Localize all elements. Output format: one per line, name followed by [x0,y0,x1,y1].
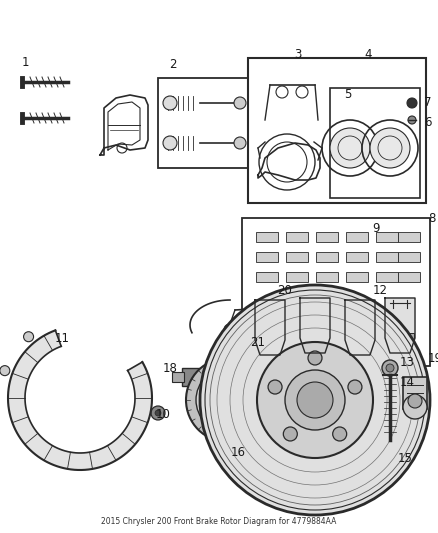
Bar [316,232,338,242]
Polygon shape [300,298,330,353]
Circle shape [407,98,417,108]
Bar [286,272,308,282]
Text: 14: 14 [399,376,414,389]
Text: 11: 11 [54,332,70,344]
Bar [346,272,368,282]
Bar [182,368,210,386]
Circle shape [333,427,347,441]
Circle shape [382,360,398,376]
Text: 19: 19 [427,351,438,365]
Circle shape [348,380,362,394]
Circle shape [330,128,370,168]
Circle shape [408,116,416,124]
Bar [256,335,284,353]
Circle shape [206,378,250,422]
Circle shape [231,419,240,427]
Bar [398,252,420,262]
Polygon shape [8,330,152,470]
Circle shape [408,394,422,408]
Polygon shape [385,298,415,353]
Bar [376,232,398,242]
Text: 9: 9 [372,222,380,235]
Bar [316,272,338,282]
Circle shape [231,373,240,381]
Bar [386,333,414,351]
Bar [398,272,420,282]
Text: 8: 8 [428,212,436,224]
Text: 10: 10 [155,408,170,422]
Circle shape [196,368,260,432]
Circle shape [370,128,410,168]
Circle shape [224,324,236,336]
Text: 16: 16 [230,446,246,458]
Bar [376,272,398,282]
Text: 2015 Chrysler 200 Front Brake Rotor Diagram for 4779884AA: 2015 Chrysler 200 Front Brake Rotor Diag… [101,518,337,527]
Text: 6: 6 [424,116,432,128]
Bar [248,58,426,203]
Circle shape [151,406,165,420]
Text: 13: 13 [399,356,414,368]
Circle shape [283,427,297,441]
Circle shape [200,285,430,515]
Circle shape [163,96,177,110]
Bar [403,377,427,409]
Circle shape [386,364,394,372]
Circle shape [163,136,177,150]
Circle shape [24,332,34,342]
Circle shape [248,396,256,404]
Circle shape [234,97,246,109]
Text: 18: 18 [162,361,177,375]
Bar [316,252,338,262]
Circle shape [268,380,282,394]
Circle shape [403,395,427,419]
Polygon shape [255,300,285,355]
Bar [256,252,278,262]
Circle shape [155,410,161,416]
Circle shape [308,351,322,365]
Bar [346,232,368,242]
Text: 21: 21 [251,335,265,349]
Circle shape [215,387,241,413]
Bar [286,232,308,242]
Bar [256,232,278,242]
Bar [256,272,278,282]
Bar [172,372,184,382]
Bar [376,252,398,262]
Text: 12: 12 [372,284,388,296]
Bar [242,218,430,366]
Text: 3: 3 [294,49,302,61]
Text: 7: 7 [424,95,432,109]
Circle shape [186,358,270,442]
Bar [330,88,420,198]
Circle shape [217,343,227,353]
Circle shape [205,410,212,418]
Text: 4: 4 [364,49,372,61]
Text: 20: 20 [278,284,293,296]
Text: 2: 2 [169,59,177,71]
Circle shape [257,342,373,458]
Circle shape [0,366,10,376]
Circle shape [234,137,246,149]
Bar [346,335,374,353]
Circle shape [205,382,212,390]
Circle shape [285,370,345,430]
Bar [301,333,329,351]
Bar [398,232,420,242]
Bar [158,78,248,168]
Text: 5: 5 [344,88,352,101]
Text: 1: 1 [21,55,29,69]
Bar [346,252,368,262]
Polygon shape [345,300,375,355]
Circle shape [297,382,333,418]
Text: 15: 15 [398,451,413,464]
Bar [286,252,308,262]
